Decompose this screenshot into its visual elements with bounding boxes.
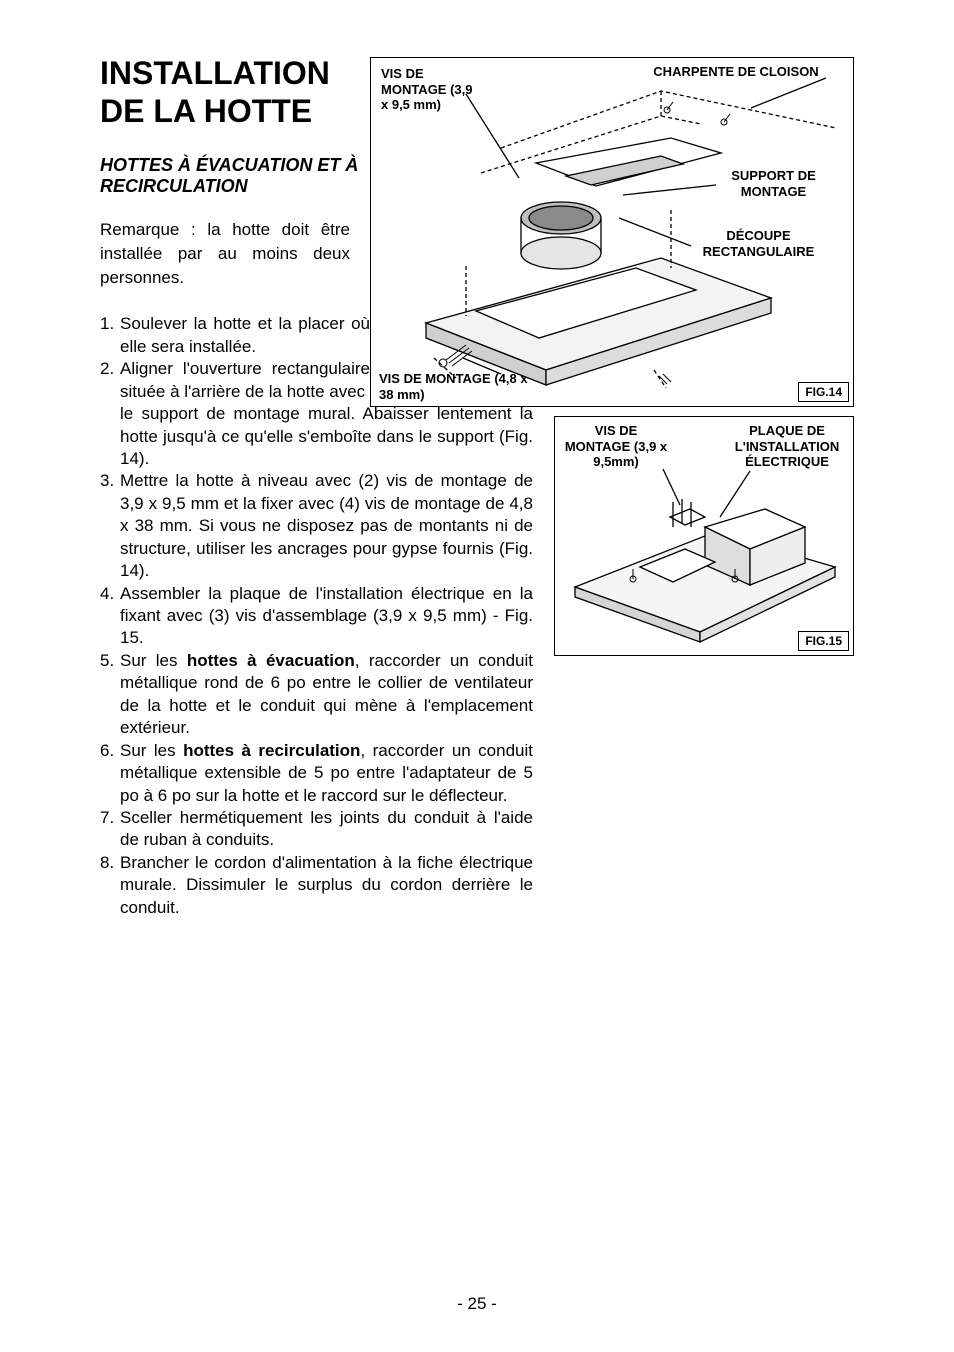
step-3: 3. Mettre la hotte à niveau avec (2) vis… [100,470,533,582]
fig15-illustration [555,417,855,657]
step-7: 7. Sceller hermétiquement les joints du … [100,807,533,852]
step-number: 6. [100,740,114,762]
step-number: 4. [100,583,114,605]
step-text: Assembler la plaque de l'installation él… [120,584,533,648]
section-subtitle: HOTTES À ÉVACUATION ET À RECIRCULATION [100,155,360,198]
step-text: Brancher le cordon d'alimentation à la f… [120,853,533,917]
step-text: Mettre la hotte à niveau avec (2) vis de… [120,471,533,580]
step-number: 1. [100,313,114,335]
step-4: 4. Assembler la plaque de l'installation… [100,583,533,650]
fig14-illustration [371,58,855,408]
step-text: Soulever la hotte et la placer où elle s… [120,314,370,355]
step-bold: hottes à évacuation [187,651,355,670]
step-bold: hottes à recirculation [183,741,360,760]
page-number: - 25 - [0,1294,954,1314]
step-text: Aligner l'ouverture rectangulaire située… [120,359,370,400]
page: INSTALLATION DE LA HOTTE HOTTES À ÉVACUA… [0,0,954,1352]
step-5: 5. Sur les hottes à évacuation, raccorde… [100,650,533,740]
step-2b: le support de montage mural. Abaisser le… [100,403,533,470]
step-1: 1. Soulever la hotte et la placer où ell… [100,313,370,358]
figure-14: VIS DE MONTAGE (3,9 x 9,5 mm) CHARPENTE … [370,57,854,407]
step-text: le support de montage mural. Abaisser le… [120,404,533,468]
step-8: 8. Brancher le cordon d'alimentation à l… [100,852,533,919]
step-text: Sceller hermétiquement les joints du con… [120,808,533,849]
step-6: 6. Sur les hottes à recirculation, racco… [100,740,533,807]
step-text: Sur les [120,741,183,760]
step-number: 5. [100,650,114,672]
step-text: Sur les [120,651,187,670]
step-number: 7. [100,807,114,829]
step-number: 2. [100,358,114,380]
figure-15: VIS DE MONTAGE (3,9 x 9,5mm) PLAQUE DE L… [554,416,854,656]
step-number: 3. [100,470,114,492]
step-number: 8. [100,852,114,874]
step-2a: 2. Aligner l'ouverture rectangulaire sit… [100,358,370,403]
page-title: INSTALLATION DE LA HOTTE [100,54,360,131]
note-paragraph: Remarque : la hotte doit être installée … [100,218,350,289]
